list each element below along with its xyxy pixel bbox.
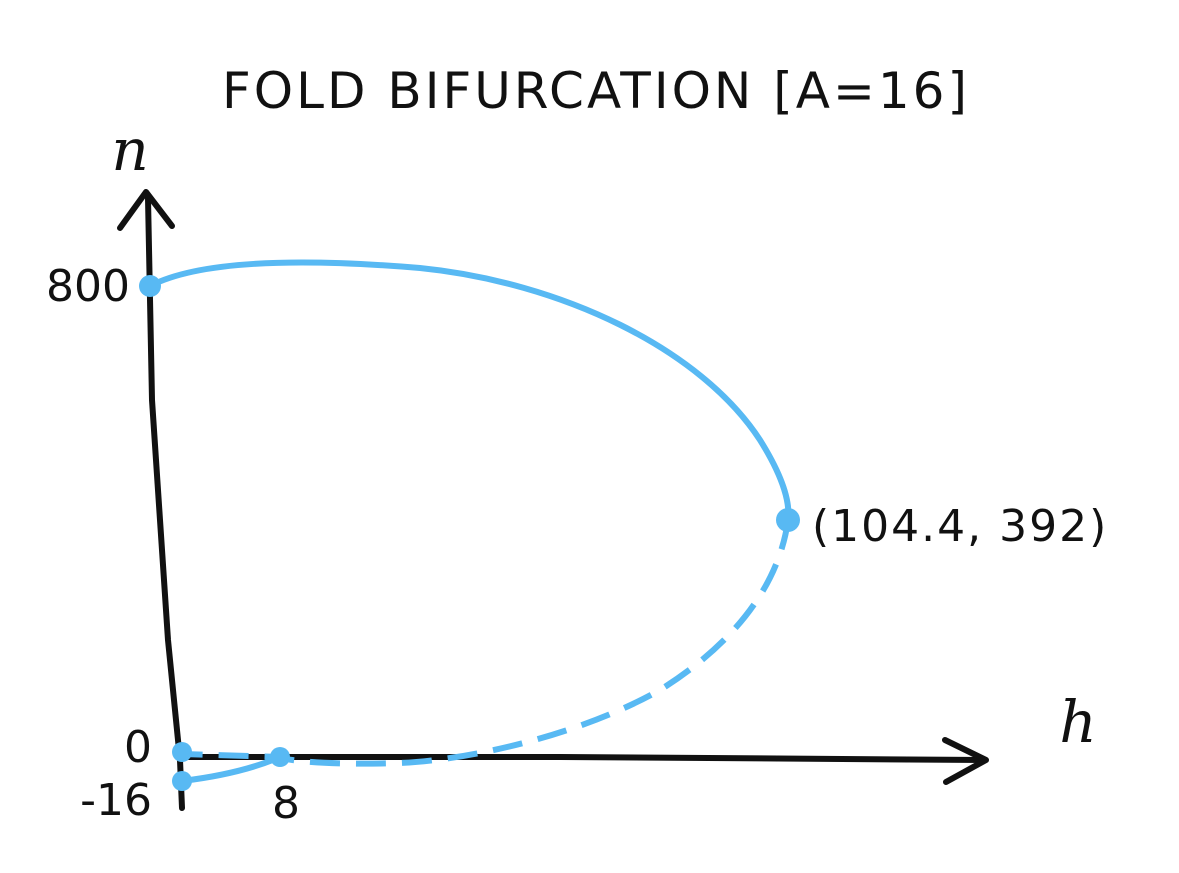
point-n-minus-16 [172, 771, 192, 791]
y-tick-minus-16: -16 [80, 775, 152, 826]
diagram-title: FOLD BIFURCATION [A=16] [222, 62, 970, 120]
y-axis-label: n [111, 116, 148, 184]
point-h-8 [270, 747, 290, 767]
stable-branch-curve [147, 259, 792, 523]
x-tick-8: 8 [272, 778, 300, 829]
y-tick-0: 0 [124, 722, 152, 773]
point-origin [172, 742, 192, 762]
lower-stable-branch [179, 754, 283, 784]
unstable-branch-curve [181, 519, 791, 767]
x-axis [177, 737, 989, 785]
x-axis-label: h [1059, 688, 1096, 756]
x-axis-line [177, 754, 988, 763]
y-axis-arrowhead [117, 189, 175, 231]
x-axis-arrowhead [942, 737, 989, 785]
fold-point-label: (104.4, 392) [812, 501, 1108, 552]
y-tick-800: 800 [46, 261, 130, 312]
fold-point [776, 508, 800, 532]
point-n-800 [139, 275, 161, 297]
